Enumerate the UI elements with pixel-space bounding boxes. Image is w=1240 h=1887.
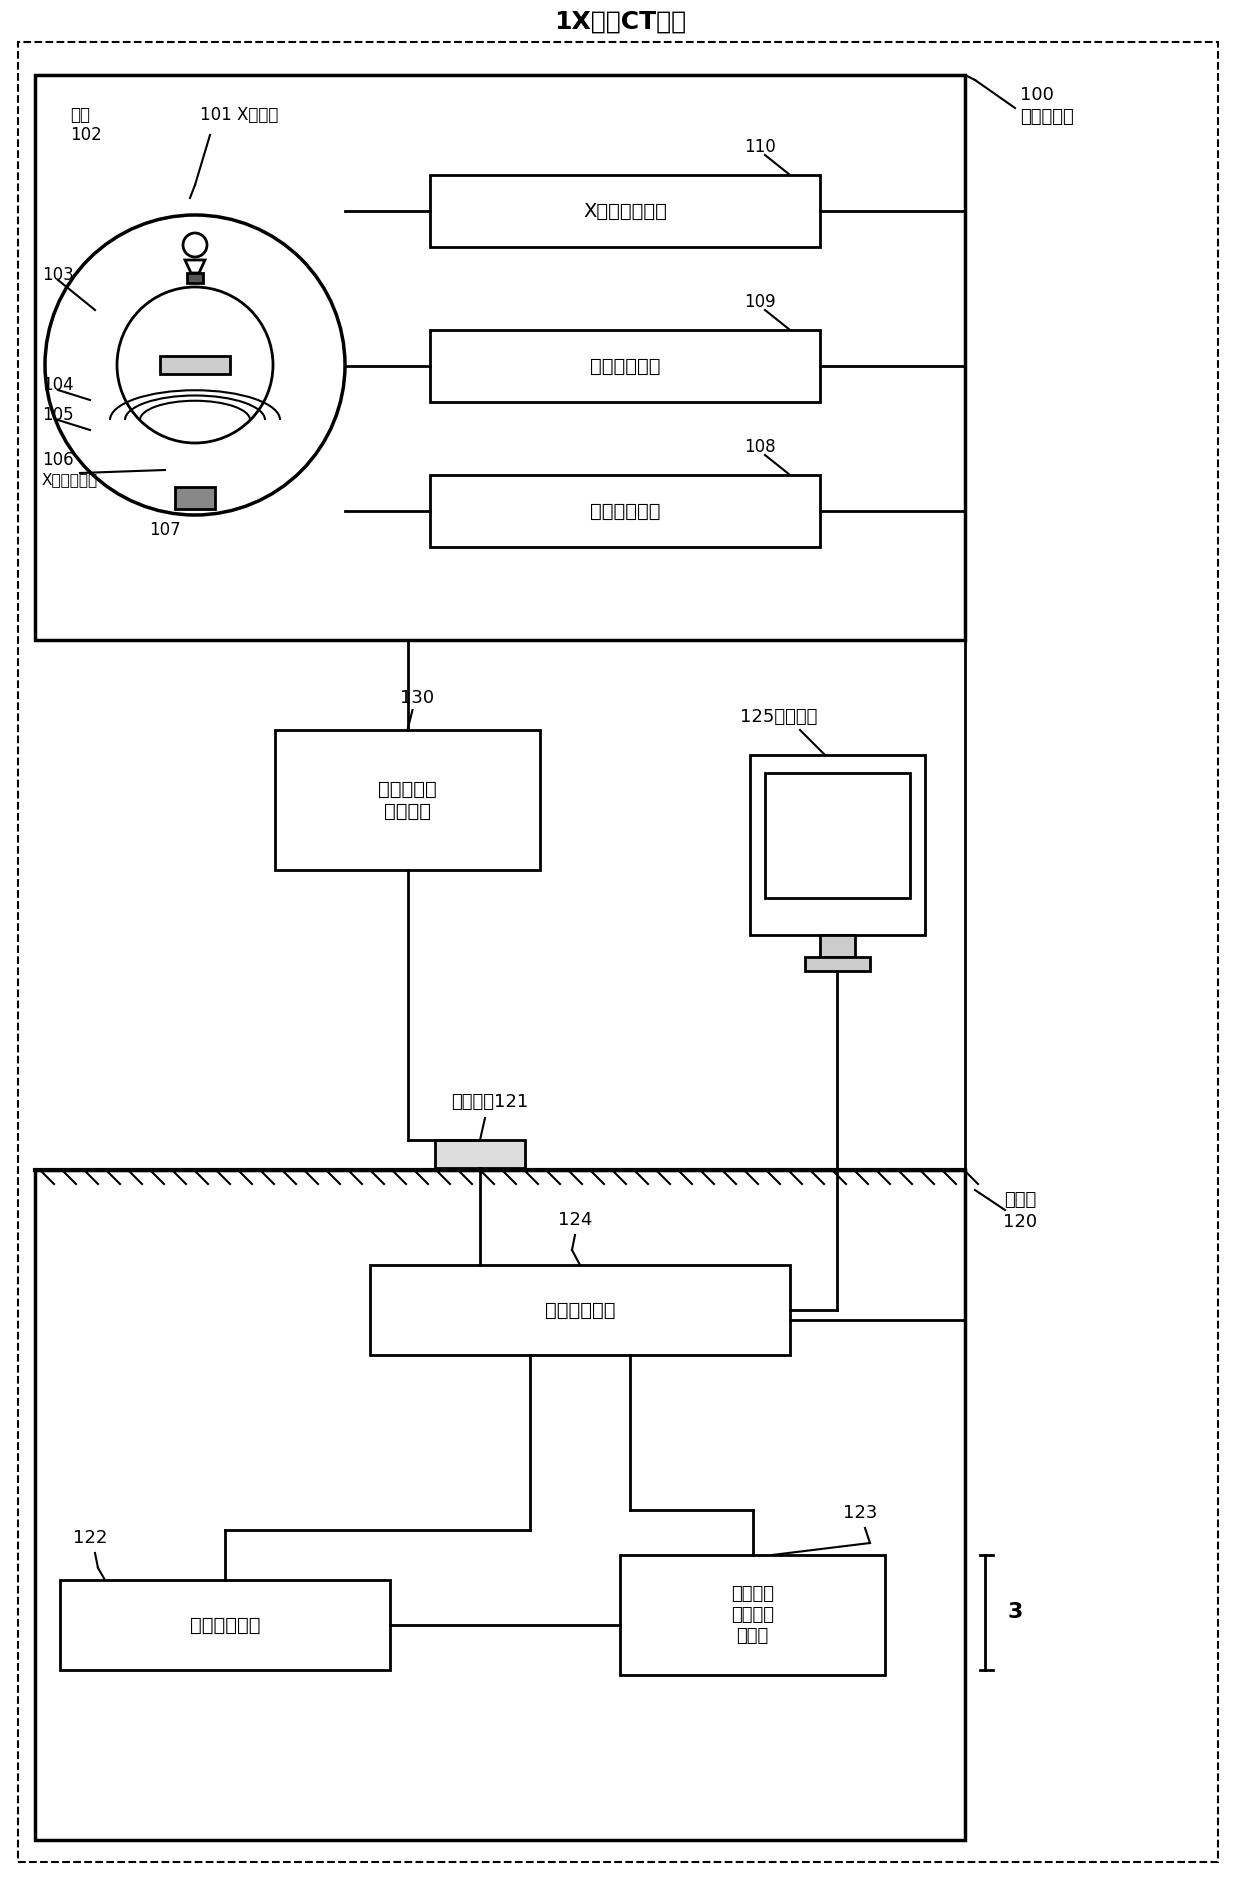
Text: 100: 100 — [1021, 87, 1054, 104]
Text: 图像处理装置: 图像处理装置 — [190, 1615, 260, 1634]
Text: 3: 3 — [1007, 1602, 1023, 1623]
Bar — [620, 1555, 885, 1676]
Bar — [60, 1579, 391, 1670]
Bar — [275, 730, 539, 870]
Text: 102: 102 — [69, 126, 102, 143]
Text: X射线控制装置: X射线控制装置 — [583, 202, 667, 221]
Text: 台架控制装置: 台架控制装置 — [590, 502, 660, 521]
Text: 生物体信号
计测装置: 生物体信号 计测装置 — [378, 779, 436, 821]
Text: 124: 124 — [558, 1211, 593, 1228]
Text: 输入装置121: 输入装置121 — [451, 1093, 528, 1111]
Text: 130: 130 — [401, 689, 434, 708]
Bar — [820, 934, 856, 957]
Bar — [430, 175, 820, 247]
Bar — [435, 1140, 525, 1168]
Text: 101 X射线源: 101 X射线源 — [200, 106, 278, 125]
Circle shape — [184, 232, 207, 257]
Text: 110: 110 — [744, 138, 776, 157]
Polygon shape — [185, 260, 205, 274]
Bar — [370, 1264, 790, 1355]
Bar — [765, 774, 910, 898]
Text: 109: 109 — [744, 292, 776, 311]
Bar — [430, 476, 820, 547]
Bar — [750, 755, 925, 934]
Text: 120: 120 — [1003, 1213, 1037, 1230]
Text: 1X射线CT装置: 1X射线CT装置 — [554, 9, 686, 34]
Bar — [35, 1170, 965, 1840]
Text: 系统控制装置: 系统控制装置 — [544, 1300, 615, 1319]
Bar — [187, 274, 203, 283]
Text: 122: 122 — [73, 1528, 107, 1547]
Text: 转盘: 转盘 — [69, 106, 91, 125]
Text: 107: 107 — [149, 521, 181, 540]
Bar — [35, 75, 965, 640]
Bar — [175, 487, 215, 509]
Text: 104: 104 — [42, 376, 73, 394]
Bar — [805, 957, 870, 972]
Text: 103: 103 — [42, 266, 73, 285]
Bar — [430, 330, 820, 402]
Text: 108: 108 — [744, 438, 776, 457]
Text: 卧台控制装置: 卧台控制装置 — [590, 357, 660, 376]
Text: X射线检测器: X射线检测器 — [42, 472, 98, 487]
Text: 106: 106 — [42, 451, 73, 470]
Text: 存储装置
图像质量
改善表: 存储装置 图像质量 改善表 — [732, 1585, 774, 1645]
Text: 125显示装置: 125显示装置 — [740, 708, 817, 726]
Circle shape — [117, 287, 273, 443]
Text: 扫描台架部: 扫描台架部 — [1021, 108, 1074, 126]
Text: 123: 123 — [843, 1504, 877, 1523]
Text: 105: 105 — [42, 406, 73, 425]
Text: 操作台: 操作台 — [1004, 1191, 1037, 1210]
Bar — [160, 357, 229, 374]
